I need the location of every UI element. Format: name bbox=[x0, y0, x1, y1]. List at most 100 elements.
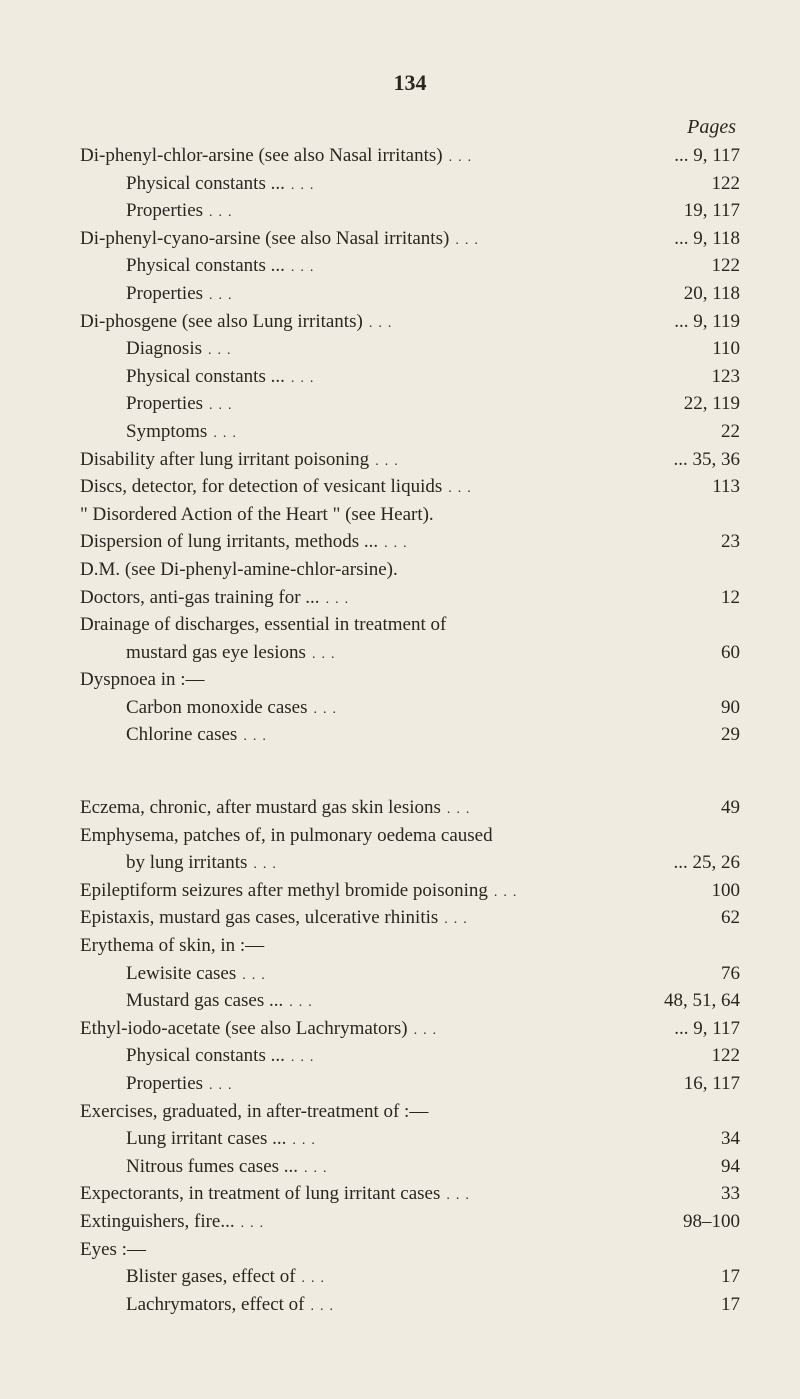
entry-pages: 29 bbox=[670, 722, 740, 749]
entry-pages: 22, 119 bbox=[670, 391, 740, 418]
leader-dots: ... bbox=[488, 883, 670, 903]
index-entry: Mustard gas cases ......48, 51, 64 bbox=[80, 988, 740, 1015]
leader-dots: ... bbox=[285, 1048, 670, 1068]
leader-dots: ... bbox=[203, 286, 670, 306]
entry-text: Lewisite cases bbox=[126, 961, 236, 988]
leader-dots: ... bbox=[203, 203, 670, 223]
entry-text: Eyes :— bbox=[80, 1237, 146, 1264]
index-entry: Epistaxis, mustard gas cases, ulcerative… bbox=[80, 905, 740, 932]
section-gap bbox=[80, 750, 740, 794]
entry-text: Exercises, graduated, in after-treatment… bbox=[80, 1099, 428, 1126]
index-entry: Physical constants ......122 bbox=[80, 1043, 740, 1070]
entry-pages: ... 9, 117 bbox=[670, 1016, 740, 1043]
entry-text: Extinguishers, fire... bbox=[80, 1209, 235, 1236]
index-entry: Dyspnoea in :— bbox=[80, 667, 740, 694]
leader-dots: ... bbox=[286, 1131, 670, 1151]
entry-pages: 90 bbox=[670, 695, 740, 722]
index-entry: Diagnosis...110 bbox=[80, 336, 740, 363]
entry-pages: 100 bbox=[670, 878, 740, 905]
entry-text: Emphysema, patches of, in pulmonary oede… bbox=[80, 823, 493, 850]
index-page: 134 Pages Di-phenyl-chlor-arsine (see al… bbox=[0, 0, 800, 1399]
leader-dots: ... bbox=[283, 993, 664, 1013]
index-entry: Di-phosgene (see also Lung irritants)...… bbox=[80, 309, 740, 336]
pages-column-header: Pages bbox=[80, 116, 740, 139]
entry-text: Chlorine cases bbox=[126, 722, 237, 749]
leader-dots: ... bbox=[285, 258, 670, 278]
index-entry: Discs, detector, for detection of vesica… bbox=[80, 474, 740, 501]
entry-pages: 62 bbox=[670, 905, 740, 932]
entry-text: Lachrymators, effect of bbox=[126, 1292, 304, 1319]
entry-text: Carbon monoxide cases bbox=[126, 695, 308, 722]
index-entry: Lung irritant cases ......34 bbox=[80, 1126, 740, 1153]
leader-dots: ... bbox=[320, 590, 670, 610]
entry-text: Drainage of discharges, essential in tre… bbox=[80, 612, 446, 639]
index-entry: Epileptiform seizures after methyl bromi… bbox=[80, 878, 740, 905]
index-block-d: Di-phenyl-chlor-arsine (see also Nasal i… bbox=[80, 143, 740, 749]
index-entry: Properties...22, 119 bbox=[80, 391, 740, 418]
entry-text: Di-phenyl-chlor-arsine (see also Nasal i… bbox=[80, 143, 443, 170]
index-entry: mustard gas eye lesions...60 bbox=[80, 640, 740, 667]
index-entry: Ethyl-iodo-acetate (see also Lachrymator… bbox=[80, 1016, 740, 1043]
entry-text: Dispersion of lung irritants, methods ..… bbox=[80, 529, 378, 556]
index-entry: Drainage of discharges, essential in tre… bbox=[80, 612, 740, 639]
index-entry: Di-phenyl-chlor-arsine (see also Nasal i… bbox=[80, 143, 740, 170]
page-number: 134 bbox=[80, 70, 740, 96]
index-entry: Physical constants ......123 bbox=[80, 364, 740, 391]
entry-text: by lung irritants bbox=[126, 850, 247, 877]
index-entry: by lung irritants...... 25, 26 bbox=[80, 850, 740, 877]
entry-pages: 17 bbox=[670, 1292, 740, 1319]
index-entry: Exercises, graduated, in after-treatment… bbox=[80, 1099, 740, 1126]
leader-dots: ... bbox=[306, 645, 670, 665]
index-entry: Properties...19, 117 bbox=[80, 198, 740, 225]
entry-text: Physical constants ... bbox=[126, 171, 285, 198]
entry-pages: 17 bbox=[670, 1264, 740, 1291]
entry-text: Properties bbox=[126, 391, 203, 418]
leader-dots: ... bbox=[363, 314, 670, 334]
index-entry: Dispersion of lung irritants, methods ..… bbox=[80, 529, 740, 556]
entry-text: Properties bbox=[126, 1071, 203, 1098]
entry-pages: 16, 117 bbox=[670, 1071, 740, 1098]
entry-pages: 60 bbox=[670, 640, 740, 667]
entry-pages: 22 bbox=[670, 419, 740, 446]
index-entry: Carbon monoxide cases...90 bbox=[80, 695, 740, 722]
entry-text: Mustard gas cases ... bbox=[126, 988, 283, 1015]
entry-pages: ... 9, 119 bbox=[670, 309, 740, 336]
leader-dots: ... bbox=[285, 176, 670, 196]
entry-text: Physical constants ... bbox=[126, 364, 285, 391]
leader-dots: ... bbox=[449, 231, 670, 251]
index-entry: " Disordered Action of the Heart " (see … bbox=[80, 502, 740, 529]
index-entry: Eczema, chronic, after mustard gas skin … bbox=[80, 795, 740, 822]
entry-text: Properties bbox=[126, 281, 203, 308]
entry-pages: 76 bbox=[670, 961, 740, 988]
entry-pages: 94 bbox=[670, 1154, 740, 1181]
leader-dots: ... bbox=[440, 1186, 670, 1206]
leader-dots: ... bbox=[235, 1214, 670, 1234]
entry-pages: 113 bbox=[670, 474, 740, 501]
entry-text: Blister gases, effect of bbox=[126, 1264, 296, 1291]
entry-text: Discs, detector, for detection of vesica… bbox=[80, 474, 442, 501]
leader-dots: ... bbox=[203, 1076, 670, 1096]
entry-text: Symptoms bbox=[126, 419, 207, 446]
index-entry: Physical constants ......122 bbox=[80, 171, 740, 198]
entry-pages: 20, 118 bbox=[670, 281, 740, 308]
leader-dots: ... bbox=[304, 1297, 670, 1317]
leader-dots: ... bbox=[202, 341, 670, 361]
entry-text: Expectorants, in treatment of lung irrit… bbox=[80, 1181, 440, 1208]
entry-text: D.M. (see Di-phenyl-amine-chlor-arsine). bbox=[80, 557, 398, 584]
entry-text: Di-phenyl-cyano-arsine (see also Nasal i… bbox=[80, 226, 449, 253]
entry-pages: 98–100 bbox=[670, 1209, 740, 1236]
index-entry: Expectorants, in treatment of lung irrit… bbox=[80, 1181, 740, 1208]
entry-pages: 48, 51, 64 bbox=[664, 988, 740, 1015]
leader-dots: ... bbox=[247, 855, 670, 875]
entry-pages: 49 bbox=[670, 795, 740, 822]
index-entry: Nitrous fumes cases ......94 bbox=[80, 1154, 740, 1181]
entry-text: Doctors, anti-gas training for ... bbox=[80, 585, 320, 612]
entry-pages: ... 9, 118 bbox=[670, 226, 740, 253]
index-entry: Properties...16, 117 bbox=[80, 1071, 740, 1098]
entry-text: Di-phosgene (see also Lung irritants) bbox=[80, 309, 363, 336]
index-block-e: Eczema, chronic, after mustard gas skin … bbox=[80, 795, 740, 1318]
index-entry: D.M. (see Di-phenyl-amine-chlor-arsine). bbox=[80, 557, 740, 584]
leader-dots: ... bbox=[438, 910, 670, 930]
index-entry: Symptoms...22 bbox=[80, 419, 740, 446]
index-entry: Di-phenyl-cyano-arsine (see also Nasal i… bbox=[80, 226, 740, 253]
